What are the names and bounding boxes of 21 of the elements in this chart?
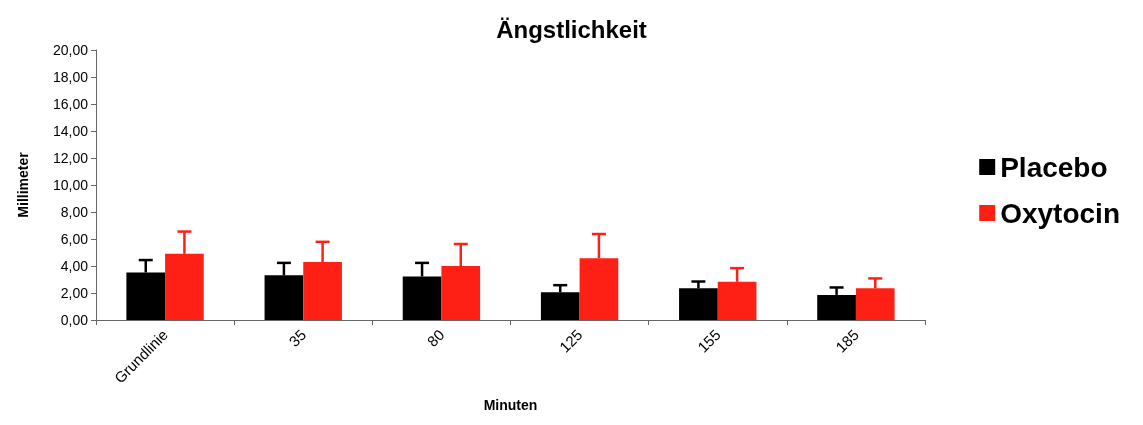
y-tick-label: 16,00 <box>52 96 89 112</box>
x-tick-label: 125 <box>555 325 586 356</box>
x-tick-label: 35 <box>285 325 310 350</box>
y-tick-label: 10,00 <box>52 177 89 193</box>
legend-label: Placebo <box>1000 151 1108 183</box>
x-tick-label: 80 <box>423 325 448 350</box>
y-tick-label: 4,00 <box>60 258 89 274</box>
x-tick-label: 185 <box>832 325 862 356</box>
x-tick-label: 155 <box>694 325 724 356</box>
y-tick-label: 0,00 <box>60 312 89 328</box>
y-tick-label: 8,00 <box>60 204 89 220</box>
y-axis-title: Millimeter <box>15 151 31 218</box>
y-tick-label: 20,00 <box>52 42 89 58</box>
y-tick-label: 2,00 <box>60 285 89 301</box>
x-axis-title: Minuten <box>483 397 538 413</box>
y-tick-label: 6,00 <box>60 231 89 247</box>
y-tick-label: 14,00 <box>52 123 89 139</box>
y-tick-label: 18,00 <box>52 69 89 85</box>
y-tick-label: 12,00 <box>52 150 89 166</box>
chart-title: Ängstlichkeit <box>496 15 647 43</box>
legend-label: Oxytocin <box>1000 197 1121 229</box>
